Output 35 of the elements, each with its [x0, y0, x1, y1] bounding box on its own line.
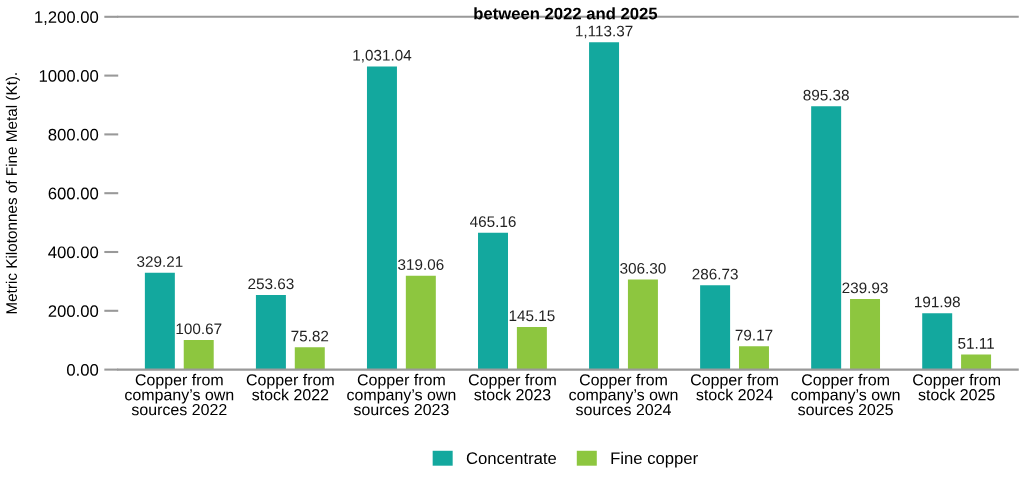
x-tick-label: Copper from company’s own sources 2024 [569, 373, 678, 416]
x-tick-label: Copper from stock 2024 [690, 373, 778, 401]
y-tick-label: 800.00 [48, 128, 99, 141]
data-label: 51.11 [958, 338, 994, 349]
data-label: 329.21 [137, 256, 183, 268]
x-tick-label: Copper from stock 2022 [246, 373, 334, 401]
data-label: 895.38 [803, 89, 849, 101]
data-label: 100.67 [176, 323, 222, 335]
data-label: 145.15 [509, 310, 555, 322]
data-label: 79.17 [735, 329, 773, 341]
data-label: 75.82 [291, 330, 329, 342]
y-tick-label: 600.00 [48, 187, 99, 200]
y-tick-label: 1000.00 [39, 70, 99, 82]
data-label: 1,113.37 [576, 25, 633, 39]
data-label: 191.98 [915, 296, 960, 308]
data-label: 286.73 [692, 268, 738, 280]
legend-label: Concentrate [466, 452, 557, 465]
y-tick-label: 1,200.00 [35, 11, 99, 25]
x-tick-label: Copper from company’s own sources 2022 [125, 373, 234, 416]
data-label: 253.63 [248, 278, 294, 290]
data-label: 239.93 [842, 282, 888, 294]
data-label: 465.16 [470, 216, 516, 228]
x-tick-label: Copper from company’s own sources 2023 [347, 373, 456, 416]
x-tick-label: Copper from company’s own sources 2025 [791, 373, 900, 416]
x-tick-label: Copper from stock 2023 [468, 373, 556, 401]
y-tick-label: 0.00 [66, 364, 99, 376]
y-tick-label: 400.00 [48, 246, 99, 259]
data-label: 319.06 [398, 259, 444, 270]
x-tick-label: Copper from stock 2025 [913, 373, 1000, 401]
chart-title: between 2022 and 2025 [474, 7, 658, 20]
legend-label: Fine copper [611, 451, 698, 468]
data-label: 1,031.04 [353, 49, 412, 63]
y-axis-title: Metric Kilotonnes of Fine Metal (Kt). [5, 73, 21, 314]
y-tick-label: 200.00 [48, 305, 99, 317]
data-label: 306.30 [620, 262, 666, 274]
